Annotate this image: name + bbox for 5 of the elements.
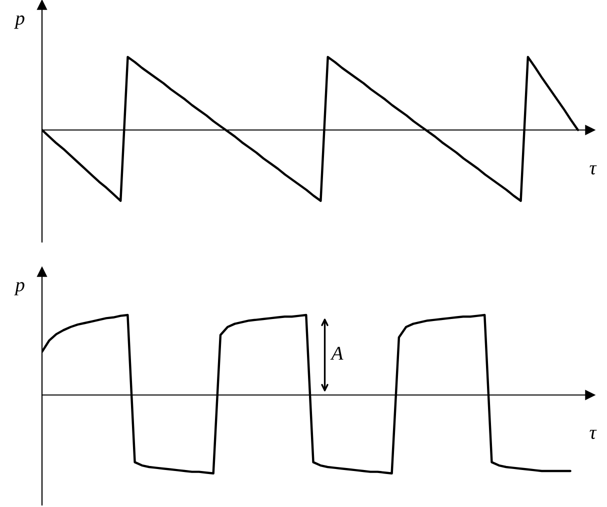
y-axis-title: p: [14, 15, 24, 29]
x-axis-title: τ: [590, 165, 597, 174]
annotation: A: [330, 346, 344, 360]
x-axis-title: τ: [590, 430, 597, 439]
y-axis-title: p: [14, 282, 24, 296]
